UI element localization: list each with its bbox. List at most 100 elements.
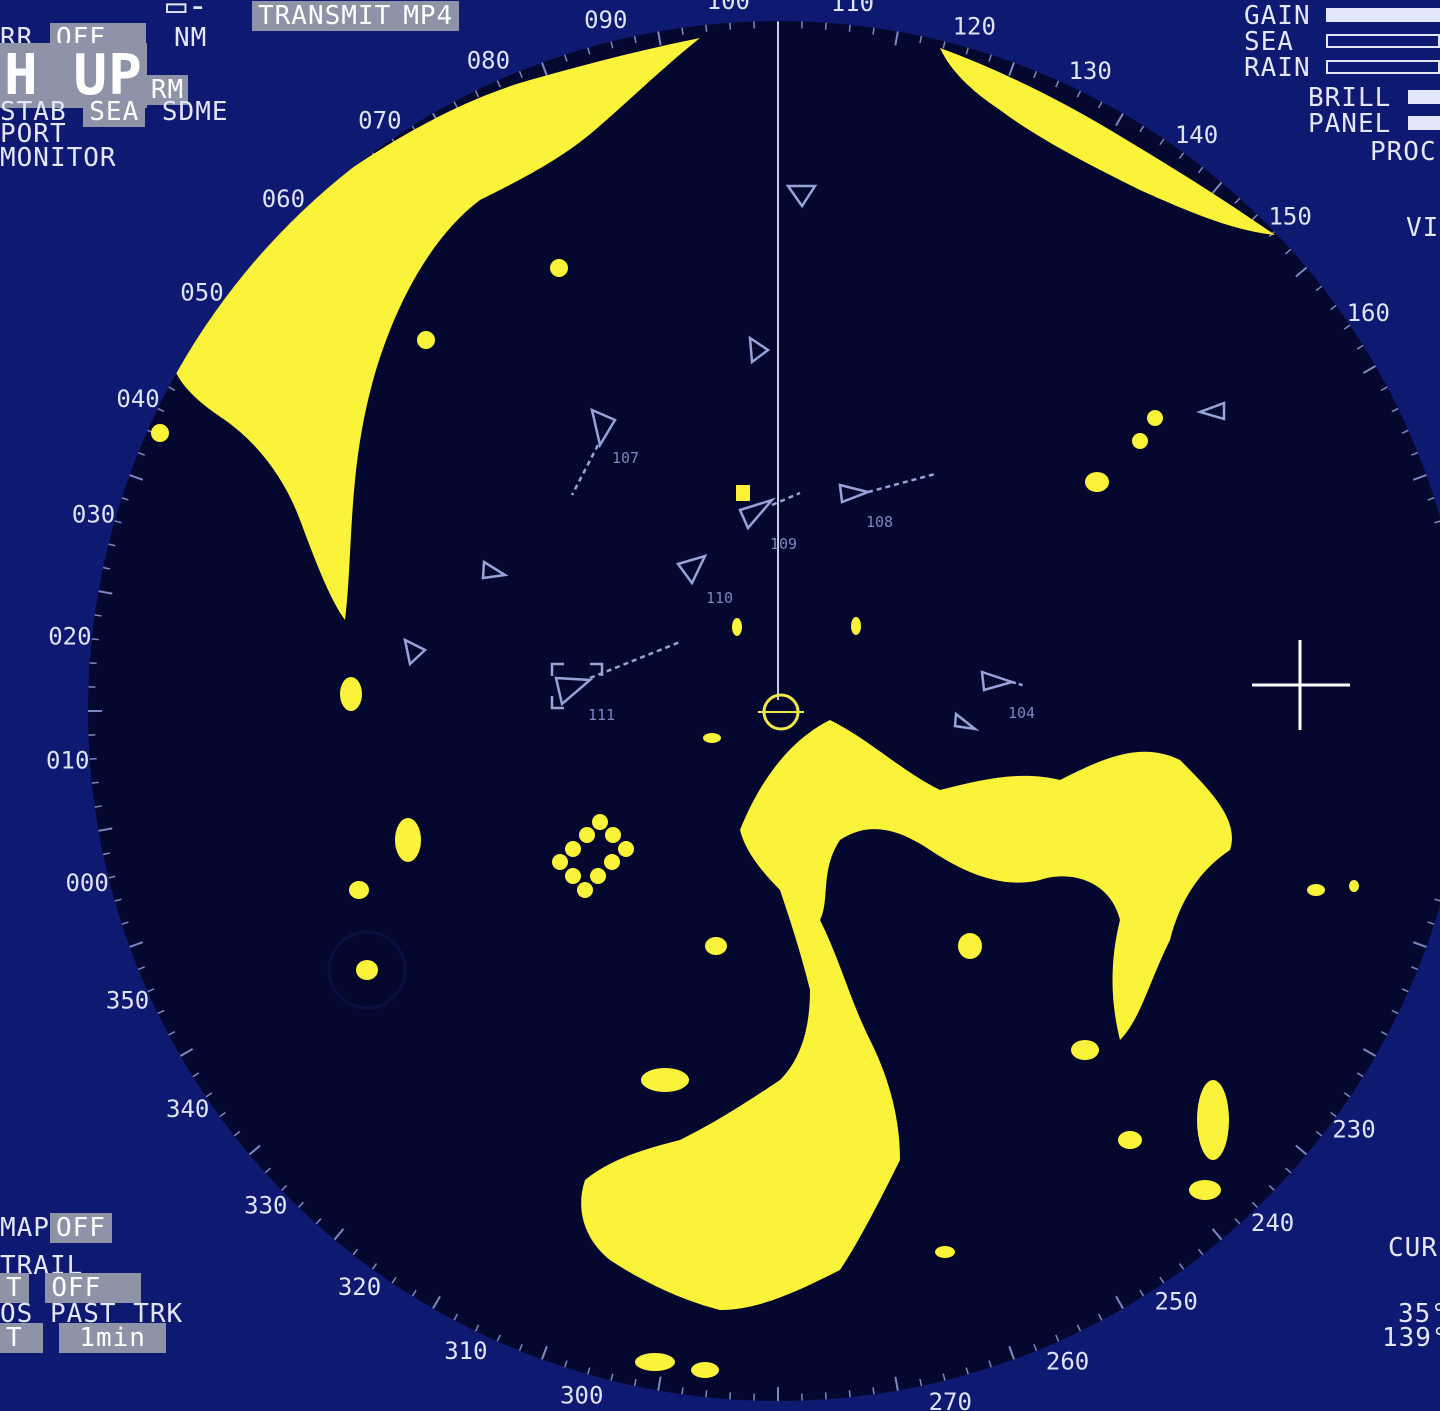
echo-blob bbox=[958, 933, 982, 959]
range-unit: NM bbox=[174, 23, 208, 53]
echo-blob bbox=[417, 331, 435, 349]
bearing-label: 320 bbox=[338, 1273, 381, 1301]
target-triangle[interactable] bbox=[1196, 401, 1226, 421]
echo-blob bbox=[935, 1246, 955, 1258]
target-triangle[interactable] bbox=[481, 559, 509, 580]
target-108[interactable] bbox=[838, 472, 936, 504]
target-label-109: 109 bbox=[770, 535, 797, 553]
bearing-tick bbox=[1097, 1313, 1103, 1321]
vi-label[interactable]: VI bbox=[1406, 213, 1440, 243]
sea-bar[interactable] bbox=[1326, 34, 1440, 48]
bearing-tick bbox=[108, 875, 116, 879]
brill-bar[interactable] bbox=[1408, 90, 1440, 104]
target-label-107: 107 bbox=[612, 449, 639, 467]
echo-blob bbox=[691, 1362, 719, 1378]
trail-setting[interactable]: T OFF bbox=[0, 1273, 142, 1303]
motion-mode: RM bbox=[146, 75, 189, 105]
proc-label[interactable]: PROC bbox=[1370, 137, 1437, 167]
echo-blob bbox=[151, 424, 169, 442]
bearing-tick bbox=[1285, 1167, 1292, 1174]
transmit-label: TRANSMIT bbox=[252, 1, 398, 31]
panel-bar[interactable] bbox=[1408, 116, 1440, 130]
bearing-tick bbox=[1268, 1184, 1275, 1191]
bearing-tick bbox=[1401, 988, 1409, 993]
bearing-tick bbox=[1076, 1324, 1082, 1332]
bearing-tick bbox=[942, 1373, 946, 1381]
echo-blob bbox=[635, 1353, 675, 1371]
bearing-label: 020 bbox=[48, 623, 91, 651]
past-track-value: 1min bbox=[59, 1323, 166, 1353]
bearing-tick bbox=[137, 451, 146, 456]
stab-setting[interactable]: STAB SEA SDME bbox=[0, 97, 229, 127]
bearing-tick bbox=[264, 1167, 271, 1174]
bearing-label: 140 bbox=[1175, 121, 1218, 149]
map-value: OFF bbox=[49, 1213, 112, 1243]
bearing-label: 350 bbox=[106, 987, 149, 1015]
bearing-tick bbox=[1343, 324, 1351, 330]
bearing-tick bbox=[1412, 474, 1427, 481]
target-111[interactable] bbox=[550, 640, 681, 710]
bearing-tick bbox=[157, 1009, 165, 1015]
target-110[interactable] bbox=[675, 553, 708, 586]
bearing-label: 060 bbox=[262, 185, 305, 213]
bearing-tick bbox=[168, 1030, 176, 1036]
bearing-label: 120 bbox=[953, 13, 996, 41]
bearing-tick bbox=[496, 80, 501, 88]
bearing-tick bbox=[1315, 285, 1323, 292]
bearing-tick bbox=[315, 1218, 322, 1225]
bearing-tick bbox=[564, 1360, 568, 1368]
transmit-mode: MP4 bbox=[397, 1, 460, 31]
bearing-label: 130 bbox=[1068, 57, 1111, 85]
rain-bar[interactable] bbox=[1326, 60, 1440, 74]
map-setting[interactable]: MAP OFF bbox=[0, 1213, 112, 1243]
bearing-tick bbox=[1234, 197, 1241, 204]
bearing-tick bbox=[610, 41, 614, 49]
bearing-tick bbox=[848, 24, 851, 32]
bearing-tick bbox=[411, 1289, 417, 1297]
bearing-tick bbox=[1427, 497, 1435, 501]
past-track-setting[interactable]: T 1min bbox=[0, 1323, 166, 1353]
bearing-tick bbox=[91, 638, 99, 641]
target-triangle[interactable] bbox=[748, 335, 771, 365]
echo-blob bbox=[1132, 433, 1148, 449]
echo-blob bbox=[395, 818, 421, 862]
transmit-status[interactable]: TRANSMIT MP4 bbox=[252, 1, 460, 31]
bearing-tick bbox=[147, 988, 155, 993]
target-triangle[interactable] bbox=[953, 711, 980, 731]
bearing-tick bbox=[1115, 1295, 1124, 1310]
bearing-tick bbox=[657, 1376, 662, 1391]
target-109[interactable] bbox=[738, 491, 801, 531]
bearing-tick bbox=[352, 1248, 359, 1256]
bearing-tick bbox=[1410, 966, 1419, 971]
bearing-labels: 100 110 120 130 140 150 160 230 240 250 260 270 300 3… bbox=[46, 0, 1390, 1411]
target-104[interactable] bbox=[980, 670, 1026, 692]
target-label-108: 108 bbox=[866, 513, 893, 531]
bearing-tick bbox=[121, 497, 129, 501]
target-107[interactable] bbox=[570, 407, 617, 496]
bearing-tick bbox=[705, 24, 708, 32]
bearing-tick bbox=[168, 386, 176, 392]
bearing-tick bbox=[453, 101, 459, 109]
orientation-box[interactable]: H UP RM bbox=[0, 43, 189, 108]
cursor-crosshair[interactable] bbox=[1252, 640, 1350, 730]
bearing-tick bbox=[1159, 1276, 1165, 1284]
target-label-104: 104 bbox=[1008, 704, 1035, 722]
bearing-tick bbox=[1008, 1345, 1015, 1360]
bearing-tick bbox=[1330, 1111, 1337, 1118]
target-triangle[interactable] bbox=[785, 184, 818, 209]
bearing-tick bbox=[121, 921, 129, 925]
bearing-tick bbox=[1434, 520, 1440, 524]
gain-bar[interactable] bbox=[1326, 8, 1440, 22]
bearing-tick bbox=[1211, 181, 1223, 194]
bearing-tick bbox=[1197, 166, 1204, 174]
bearing-tick bbox=[1211, 1228, 1223, 1241]
bearing-label: 300 bbox=[560, 1381, 603, 1409]
bearing-tick bbox=[91, 781, 99, 784]
echo-blob bbox=[340, 677, 362, 711]
bearing-tick bbox=[872, 1387, 875, 1395]
echo-landmass-northeast bbox=[940, 48, 1275, 235]
bearing-label: 230 bbox=[1332, 1116, 1375, 1144]
monitor-label: MONITOR bbox=[0, 143, 117, 173]
target-triangle[interactable] bbox=[403, 637, 428, 667]
